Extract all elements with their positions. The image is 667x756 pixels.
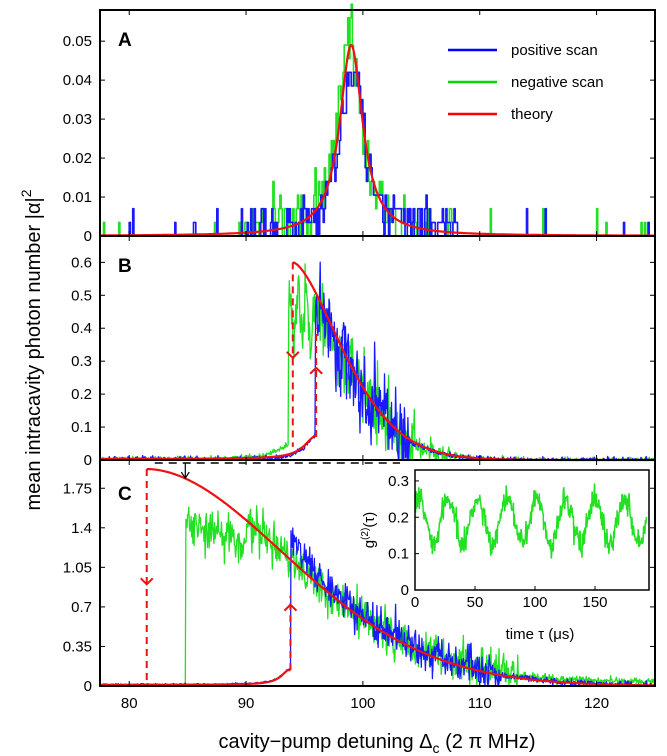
panel-c-yticks: 0 0.35 0.7 1.05 1.4 1.75: [63, 480, 655, 695]
inset-xtick-label: 150: [582, 594, 607, 611]
xtick-label: 110: [468, 695, 492, 712]
xtick-label: 80: [121, 695, 138, 712]
negative-scan-b: [99, 263, 656, 461]
ytick-label: 0.03: [63, 111, 92, 128]
inset-xtick-label: 0: [411, 594, 419, 611]
panel-c-series: [99, 462, 656, 687]
jump-pointer-arrowhead: [180, 471, 190, 480]
panel-b-yticks: 0 0.1 0.2 0.3 0.4 0.5 0.6: [71, 254, 655, 469]
up-jump-c-arrowhead: [283, 603, 298, 612]
ytick-label: 0.35: [63, 638, 92, 655]
xtick-label: 100: [350, 695, 375, 712]
inset-series: [414, 483, 648, 559]
ytick-label: 1.75: [63, 480, 92, 497]
legend-positive-label: positive scan: [511, 42, 598, 59]
ytick-label: 0.2: [71, 386, 92, 403]
ytick-label: 0: [84, 228, 92, 245]
inset-g2: 0 50 100 150 0 0.1 0.2 0.3 time τ (μs) g(2)(τ): [360, 469, 650, 643]
inset-xtick-label: 100: [522, 594, 547, 611]
legend-theory-label: theory: [511, 106, 553, 123]
inset-ytick-label: 0: [401, 582, 409, 599]
ytick-label: 0.3: [71, 353, 92, 370]
ytick-label: 1.05: [63, 559, 92, 576]
inset-ytick-label: 0.1: [388, 546, 409, 563]
theory-lower-b: [100, 434, 317, 460]
legend-negative-label: negative scan: [511, 74, 604, 91]
ytick-label: 0.05: [63, 33, 92, 50]
panel-a: 0 0.01 0.02 0.03 0.04 0.05 A positive scan ne…: [63, 3, 656, 245]
panel-c: 0 0.35 0.7 1.05 1.4 1.75 C 0 50 100 150 0 0.1 0.2 0.…: [63, 459, 656, 695]
ytick-label: 0: [84, 452, 92, 469]
legend: positive scan negative scan theory: [448, 42, 604, 123]
ytick-label: 0: [84, 678, 92, 695]
x-axis-title: cavity−pump detuning Δc (2 π MHz): [218, 731, 535, 756]
ytick-label: 0.1: [71, 419, 92, 436]
panel-b: 0 0.1 0.2 0.3 0.4 0.5 0.6 B: [71, 235, 656, 469]
ytick-label: 0.6: [71, 254, 92, 271]
inset-xlabel: time τ (μs): [506, 626, 575, 643]
theory-lower-c: [100, 669, 291, 686]
ytick-label: 1.4: [71, 520, 92, 537]
ytick-label: 0.7: [71, 599, 92, 616]
y-axis-title: mean intracavity photon number |α|2: [18, 189, 45, 510]
panel-c-label: C: [118, 484, 132, 505]
inset-ytick-label: 0.3: [388, 473, 409, 490]
inset-ylabel: g(2)(τ): [360, 512, 378, 549]
xtick-label: 120: [584, 695, 609, 712]
inset-xtick-label: 50: [467, 594, 484, 611]
ytick-label: 0.5: [71, 287, 92, 304]
inset-ticks: 0 50 100 150 0 0.1 0.2 0.3: [388, 473, 607, 611]
ytick-label: 0.04: [63, 72, 92, 89]
x-axis-ticks: 80 90 100 110 120: [121, 10, 609, 712]
down-jump-b-arrowhead: [286, 351, 300, 360]
g2-trace: [414, 483, 648, 559]
inset-ytick-label: 0.2: [388, 509, 409, 526]
panel-a-label: A: [118, 30, 132, 51]
down-jump-c-arrowhead: [140, 577, 154, 586]
theory-upper-c: [146, 467, 655, 687]
panel-a-yticks: 0 0.01 0.02 0.03 0.04 0.05: [63, 33, 655, 245]
panel-b-series: [99, 261, 656, 462]
ytick-label: 0.02: [63, 150, 92, 167]
ytick-label: 0.4: [71, 320, 92, 337]
xtick-label: 90: [238, 695, 255, 712]
up-jump-b-arrowhead: [309, 366, 323, 375]
panel-b-label: B: [118, 256, 132, 277]
ytick-label: 0.01: [63, 189, 92, 206]
